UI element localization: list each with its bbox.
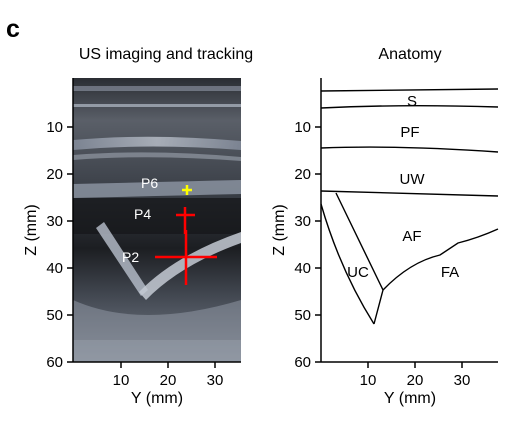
marker-p4 xyxy=(176,207,195,234)
us-axes xyxy=(67,78,241,368)
ultrasound-image xyxy=(73,78,241,362)
anatomy-x-tick: 20 xyxy=(407,372,424,389)
us-x-axis-label: Y (mm) xyxy=(131,390,183,407)
us-y-tick: 40 xyxy=(46,260,63,277)
point-label-p4: P4 xyxy=(134,206,151,222)
anatomy-y-tick: 20 xyxy=(294,166,311,183)
region-label-uw: UW xyxy=(400,171,426,188)
anatomy-boundaries xyxy=(320,88,499,325)
anatomy-panel: Anatomy S PF UW AF UC FA xyxy=(271,46,499,407)
us-y-tick: 10 xyxy=(46,119,63,136)
anatomy-y-axis-label: Z (mm) xyxy=(271,204,288,256)
anatomy-y-tick: 60 xyxy=(294,354,311,371)
point-label-p2: P2 xyxy=(122,249,139,265)
region-label-s: S xyxy=(407,93,417,110)
us-x-tick: 20 xyxy=(160,372,177,389)
us-panel-title: US imaging and tracking xyxy=(79,46,253,63)
region-label-af: AF xyxy=(402,228,421,245)
region-label-uc: UC xyxy=(347,264,369,281)
us-y-tick: 60 xyxy=(46,354,63,371)
anatomy-region-labels: S PF UW AF UC FA xyxy=(347,93,459,281)
us-x-tick: 30 xyxy=(207,372,224,389)
us-y-axis-label: Z (mm) xyxy=(23,204,40,256)
region-label-pf: PF xyxy=(400,124,419,141)
region-label-fa: FA xyxy=(441,264,459,281)
us-y-tick: 50 xyxy=(46,307,63,324)
us-y-tick: 20 xyxy=(46,166,63,183)
panel-label: c xyxy=(6,15,20,43)
anatomy-y-tick: 40 xyxy=(294,260,311,277)
anatomy-y-tick: 50 xyxy=(294,307,311,324)
point-label-p6: P6 xyxy=(141,175,158,191)
marker-p6 xyxy=(182,185,192,195)
anatomy-axes xyxy=(315,78,498,368)
us-x-tick: 10 xyxy=(113,372,130,389)
anatomy-x-tick: 30 xyxy=(454,372,471,389)
us-panel: US imaging and tracking P6 P4 P2 xyxy=(23,46,253,407)
anatomy-x-tick: 10 xyxy=(360,372,377,389)
anatomy-y-tick: 30 xyxy=(294,213,311,230)
anatomy-y-tick: 10 xyxy=(294,119,311,136)
us-y-tick: 30 xyxy=(46,213,63,230)
anatomy-x-axis-label: Y (mm) xyxy=(384,390,436,407)
anatomy-panel-title: Anatomy xyxy=(378,46,441,63)
marker-p2 xyxy=(155,230,217,285)
